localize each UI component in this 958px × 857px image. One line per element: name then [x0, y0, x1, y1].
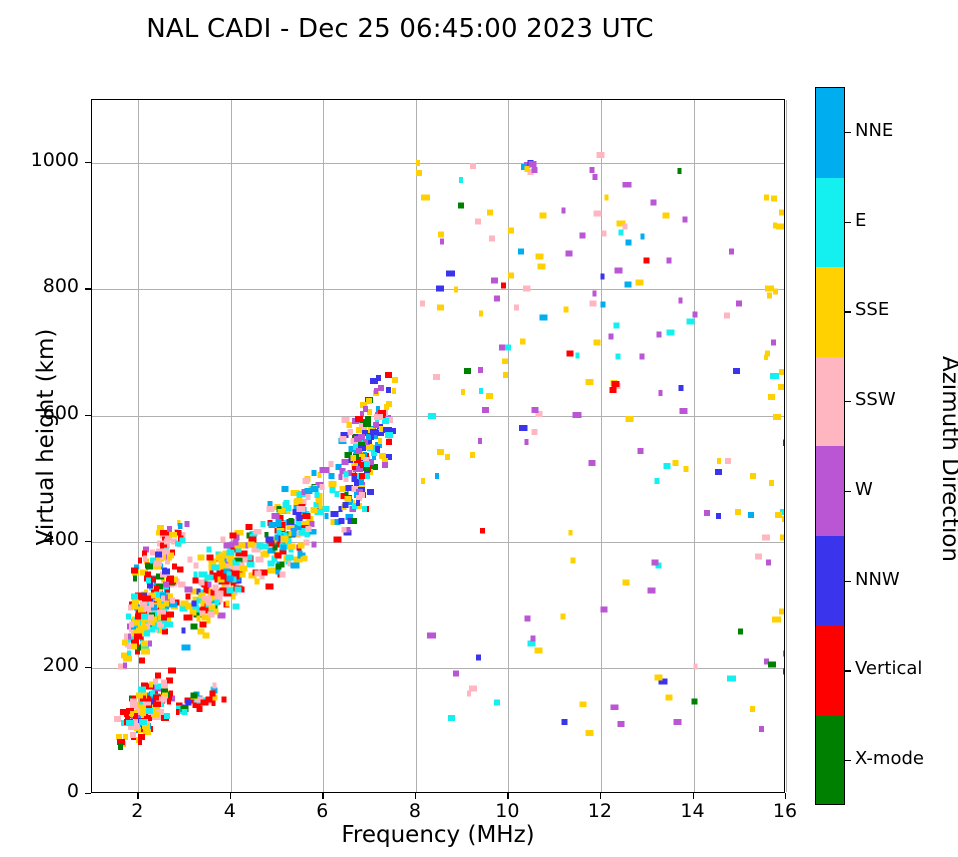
colorbar-label-x-mode: X-mode [855, 748, 924, 770]
colorbar-title: Azimuth Direction [937, 356, 958, 562]
y-tick-label: 200 [42, 653, 79, 676]
x-tick-label: 16 [772, 800, 798, 822]
y-tick-mark [85, 288, 91, 290]
gridline-vertical [786, 100, 787, 792]
x-tick-mark [229, 793, 232, 799]
x-tick-mark [599, 793, 602, 799]
x-tick-label: 12 [587, 800, 612, 822]
y-tick-mark [85, 793, 91, 795]
x-tick-mark [414, 793, 417, 799]
colorbar-tick-mark [845, 760, 851, 762]
y-tick-mark [85, 162, 91, 164]
y-tick-label: 600 [42, 401, 79, 424]
colorbar-label-sse: SSE [855, 299, 890, 321]
x-tick-mark [137, 793, 139, 799]
y-tick-label: 400 [42, 527, 79, 550]
colorbar-tick-mark [845, 311, 851, 313]
y-tick-mark [85, 666, 91, 669]
x-tick-label: 10 [495, 800, 520, 822]
colorbar-label-ssw: SSW [855, 389, 896, 411]
y-axis-label: Virtual height (km) [33, 328, 59, 546]
y-tick-label: 0 [66, 780, 79, 802]
x-tick-label: 14 [680, 800, 705, 822]
colorbar-tick-mark [845, 221, 851, 223]
x-tick-mark [322, 793, 324, 799]
plot-axes[interactable] [91, 99, 787, 793]
x-tick-mark [507, 793, 509, 799]
azimuth-colorbar[interactable] [815, 87, 845, 805]
colorbar-label-e: E [855, 209, 867, 231]
colorbar-tick-mark [845, 580, 851, 582]
colorbar-label-nne: NNE [855, 119, 894, 141]
y-tick-label: 800 [42, 275, 79, 298]
y-tick-mark [85, 414, 91, 416]
x-axis-label: Frequency (MHz) [341, 822, 535, 848]
y-tick-label: 1000 [30, 149, 79, 172]
colorbar-segment-ssw[interactable] [816, 356, 844, 446]
colorbar-segment-nne[interactable] [816, 88, 844, 178]
colorbar-tick-mark [845, 490, 851, 493]
colorbar-segment-sse[interactable] [816, 267, 844, 357]
x-tick-label: 2 [131, 800, 144, 822]
colorbar-segment-vertical[interactable] [816, 625, 844, 715]
x-tick-mark [785, 793, 787, 799]
page-title: NAL CADI - Dec 25 06:45:00 2023 UTC [146, 14, 654, 44]
x-tick-label: 4 [223, 800, 236, 822]
colorbar-tick-mark [845, 131, 851, 134]
colorbar-tick-mark [845, 401, 851, 403]
scatter-data-layer[interactable] [92, 100, 784, 792]
y-tick-mark [85, 540, 91, 542]
colorbar-segment-x-mode[interactable] [816, 714, 844, 804]
colorbar-label-vertical: Vertical [855, 658, 923, 680]
colorbar-segment-w[interactable] [816, 446, 844, 536]
colorbar-tick-mark [845, 670, 851, 672]
colorbar-label-w: W [855, 478, 873, 500]
colorbar-segment-e[interactable] [816, 177, 844, 267]
x-tick-label: 8 [408, 800, 421, 822]
x-tick-label: 6 [316, 800, 329, 822]
colorbar-segment-nnw[interactable] [816, 535, 844, 625]
colorbar-label-nnw: NNW [855, 568, 900, 590]
x-tick-mark [692, 793, 694, 799]
